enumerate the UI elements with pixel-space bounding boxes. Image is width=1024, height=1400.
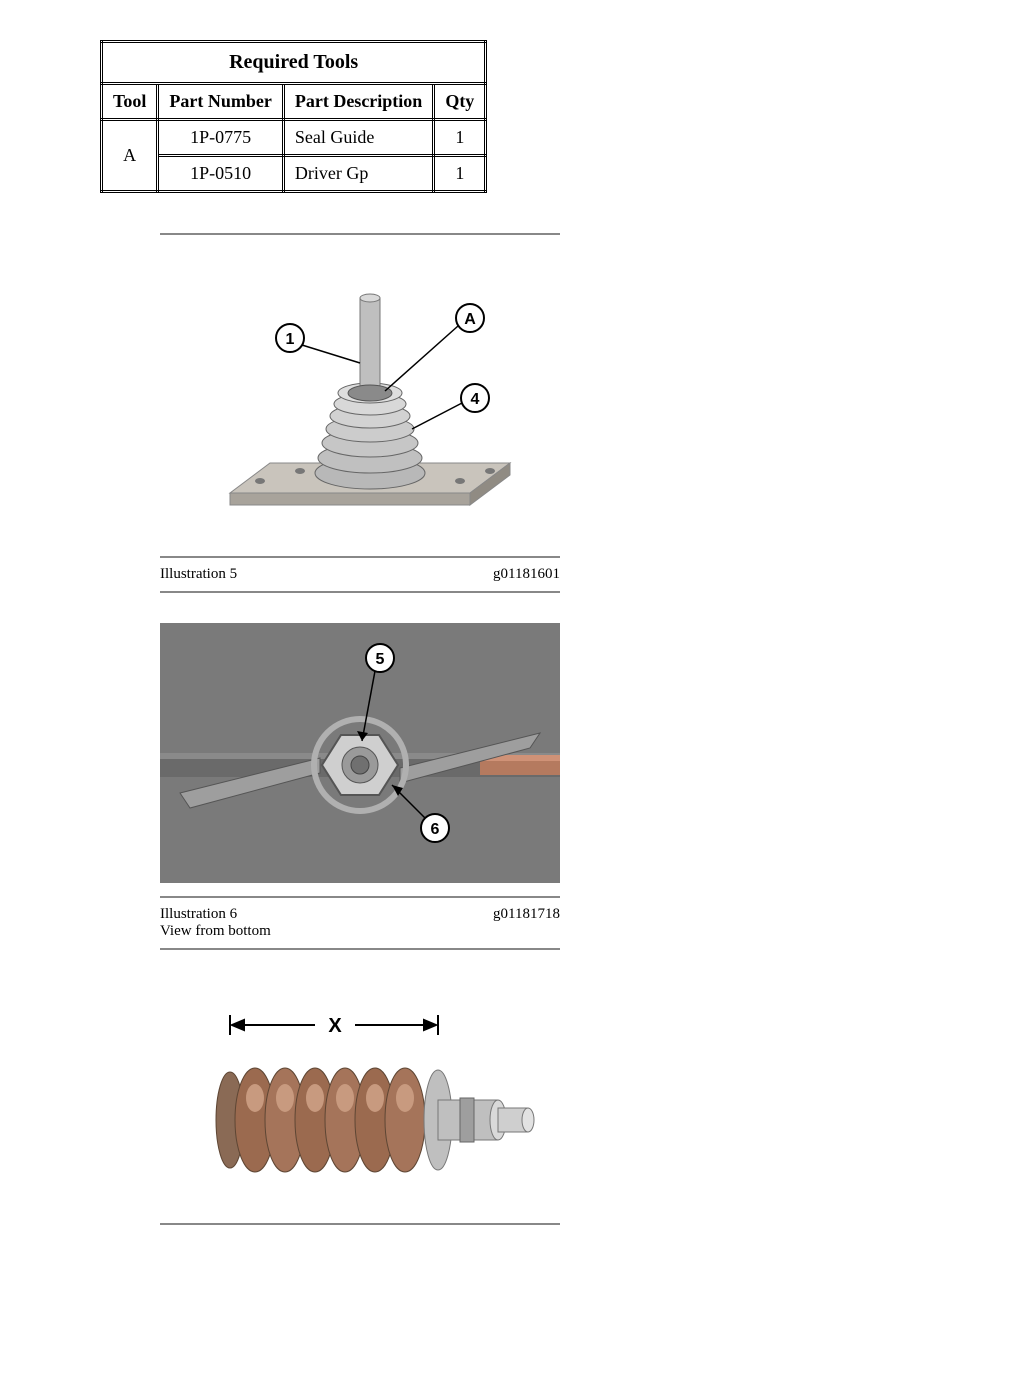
figure-rule [160,556,560,558]
illustration-label: Illustration 6 [160,906,237,923]
illustration-code: g01181718 [493,906,560,923]
callout-5: 5 [376,651,385,668]
col-qty: Qty [434,84,486,120]
cell-tool: A [102,120,158,192]
callout-4: 4 [471,391,480,408]
required-tools-table: Required Tools Tool Part Number Part Des… [100,40,487,193]
illustration-6-block: 5 6 Illustration 6 g01181718 View from b… [160,623,560,950]
figure-rule [160,233,560,235]
illustration-7-block: X [160,980,560,1225]
figure-rule [160,948,560,950]
col-partdesc: Part Description [283,84,433,120]
col-tool: Tool [102,84,158,120]
figure-rule [160,896,560,898]
cell-desc: Seal Guide [283,120,433,156]
cell-qty: 1 [434,156,486,192]
col-partnumber: Part Number [158,84,283,120]
table-title: Required Tools [102,42,486,84]
table-row: 1P-0510 Driver Gp 1 [102,156,486,192]
cell-desc: Driver Gp [283,156,433,192]
cell-qty: 1 [434,120,486,156]
figure-rule [160,591,560,593]
cell-partnumber: 1P-0775 [158,120,283,156]
cell-partnumber: 1P-0510 [158,156,283,192]
callout-A: A [464,311,476,328]
illustration-5-image: 1 A 4 [160,243,560,543]
callout-1: 1 [286,331,295,348]
illustration-6-image: 5 6 [160,623,560,883]
illustration-7-image: X [160,980,560,1210]
illustration-label: Illustration 5 [160,566,237,583]
illustration-5-block: 1 A 4 Illustration 5 g01181601 [160,233,560,593]
table-row: A 1P-0775 Seal Guide 1 [102,120,486,156]
illustration-code: g01181601 [493,566,560,583]
illustration-subcaption: View from bottom [160,923,560,940]
dimension-label: X [328,1015,342,1037]
figure-rule [160,1223,560,1225]
callout-6: 6 [431,821,440,838]
